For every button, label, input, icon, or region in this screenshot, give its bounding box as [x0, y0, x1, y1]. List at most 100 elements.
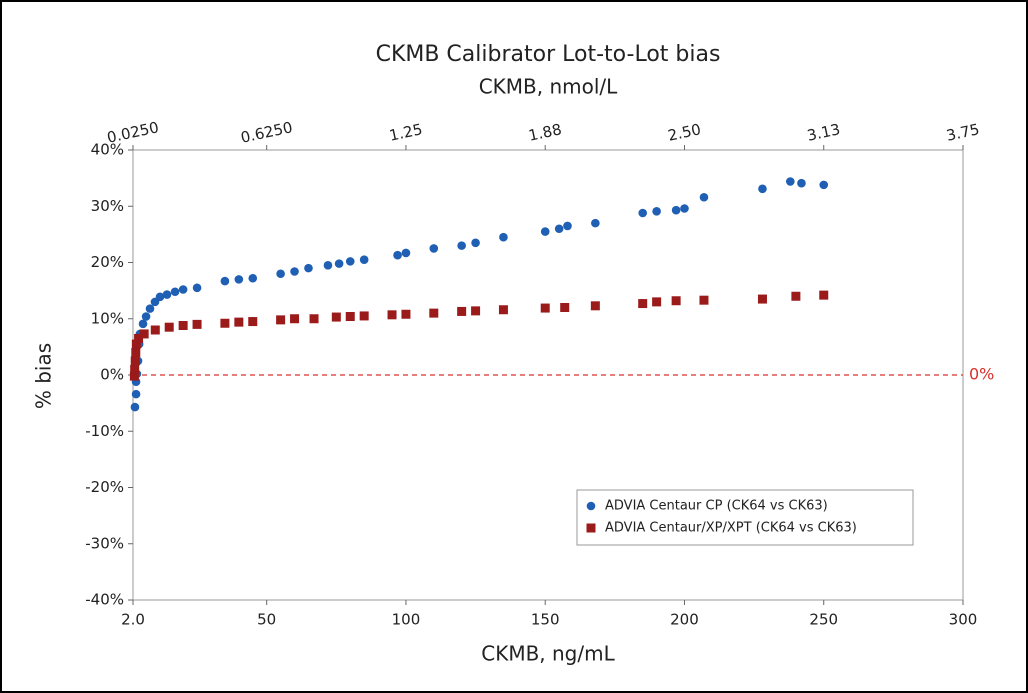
point	[220, 276, 230, 286]
y-tick-label: -20%	[85, 478, 124, 496]
y-tick-label: -10%	[85, 422, 124, 440]
reference-label: 0%	[969, 365, 994, 384]
point	[234, 275, 244, 284]
point	[178, 321, 188, 330]
point	[680, 204, 689, 213]
point	[345, 312, 355, 321]
point	[652, 207, 661, 216]
point	[387, 310, 397, 320]
point	[429, 308, 439, 318]
point	[540, 227, 550, 236]
legend-label: ADVIA Centaur/XP/XPT (CK64 vs CK63)	[605, 521, 857, 536]
point	[498, 305, 508, 315]
chart-subtitle: CKMB, nmol/L	[479, 75, 618, 99]
point	[638, 299, 648, 309]
legend-marker	[586, 501, 596, 511]
y-tick-label: 30%	[91, 197, 124, 215]
point	[131, 348, 141, 357]
x-tick-label: 50	[257, 611, 276, 629]
point	[393, 250, 402, 260]
point	[671, 296, 681, 306]
point	[331, 312, 341, 322]
legend-marker	[586, 523, 596, 533]
point	[563, 221, 572, 231]
point	[178, 285, 188, 294]
point	[757, 294, 767, 304]
point	[192, 283, 202, 293]
point	[192, 319, 202, 329]
y-tick-label: -40%	[85, 591, 124, 609]
point	[471, 238, 480, 248]
x-tick-label: 150	[531, 611, 560, 629]
x-tick-label: 100	[392, 611, 421, 629]
y-tick-label: -30%	[85, 534, 124, 552]
y-tick-label: 20%	[91, 253, 124, 271]
point	[359, 311, 369, 321]
point	[131, 389, 141, 399]
point	[131, 339, 141, 349]
chart-title: CKMB Calibrator Lot-to-Lot bias	[376, 42, 721, 67]
point	[554, 224, 564, 234]
point	[471, 306, 481, 316]
point	[457, 306, 467, 316]
point	[699, 295, 709, 305]
point	[139, 329, 149, 339]
point	[276, 315, 286, 325]
point	[170, 287, 180, 297]
point	[309, 314, 319, 324]
point	[141, 312, 151, 321]
point	[290, 267, 299, 276]
point	[234, 317, 244, 327]
point	[248, 273, 258, 283]
point	[134, 333, 144, 343]
point	[162, 290, 172, 299]
point	[401, 248, 411, 258]
point	[819, 290, 829, 300]
point	[155, 292, 165, 302]
point	[248, 317, 258, 327]
point	[671, 205, 681, 215]
point	[791, 291, 801, 301]
point	[323, 261, 333, 270]
point	[334, 259, 344, 268]
point	[786, 177, 795, 186]
y-tick-label: 10%	[91, 309, 124, 327]
point	[699, 192, 709, 202]
x-tick-label: 200	[670, 611, 699, 629]
point	[590, 301, 600, 311]
legend-label: ADVIA Centaur CP (CK64 vs CK63)	[605, 499, 828, 514]
y-tick-label: 0%	[100, 366, 124, 384]
point	[758, 184, 767, 194]
point	[220, 318, 230, 328]
point	[130, 364, 140, 374]
point	[276, 269, 285, 279]
point	[591, 218, 600, 228]
point	[638, 208, 647, 218]
legend-box	[576, 489, 914, 546]
point	[130, 356, 140, 366]
point	[652, 297, 662, 307]
point	[429, 244, 439, 253]
x-tick-label: 2.0	[121, 611, 145, 629]
point	[138, 319, 148, 329]
point	[290, 314, 300, 324]
point	[560, 303, 570, 312]
point	[345, 257, 355, 266]
point	[359, 255, 369, 264]
point	[129, 371, 139, 381]
point	[164, 322, 174, 332]
point	[401, 309, 411, 319]
x-tick-label: 250	[809, 611, 838, 629]
x-tick-label: 300	[949, 611, 978, 629]
point	[499, 232, 508, 242]
x-axis-label: CKMB, ng/mL	[481, 642, 615, 666]
point	[797, 178, 806, 188]
point	[150, 325, 160, 335]
point	[145, 304, 155, 313]
y-axis-label: % bias	[32, 343, 56, 409]
point	[540, 303, 550, 313]
point	[304, 263, 313, 273]
